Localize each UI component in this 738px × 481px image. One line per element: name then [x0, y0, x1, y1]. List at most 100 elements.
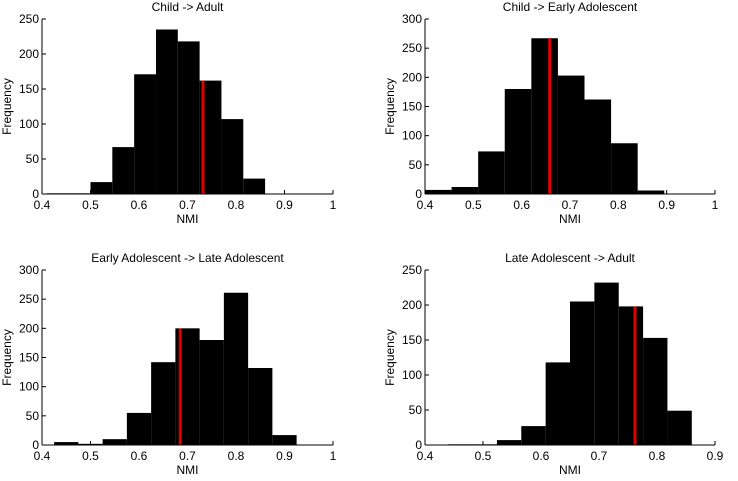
- y-tick-label: 250: [19, 12, 39, 26]
- histogram-bar: [618, 306, 644, 445]
- y-axis-label: Frequency: [0, 78, 14, 135]
- histogram-bar: [504, 89, 532, 194]
- histogram-bar: [134, 74, 156, 194]
- x-tick-label: 0.9: [707, 449, 724, 463]
- x-tick-label: 0.6: [131, 198, 148, 212]
- y-tick-label: 0: [415, 438, 422, 452]
- y-tick-label: 50: [409, 403, 423, 417]
- y-tick-label: 50: [26, 409, 40, 423]
- x-tick-label: 1: [330, 198, 337, 212]
- chart-panel-2: 0.4 0.5 0.6 0.7 0.8 0.9 1 0 50 100 150 200 250 300 Chi…: [383, 0, 719, 226]
- x-axis-label: NMI: [559, 463, 581, 477]
- y-tick-label: 100: [402, 368, 422, 382]
- y-tick-label: 0: [415, 187, 422, 201]
- y-tick-label: 150: [402, 100, 422, 114]
- y-tick-label: 250: [402, 41, 422, 55]
- x-tick-label: 0.8: [649, 449, 666, 463]
- y-tick-label: 300: [402, 12, 422, 26]
- y-axis-label: Frequency: [383, 329, 397, 386]
- histogram-bar: [557, 75, 585, 194]
- x-axis-label: NMI: [177, 463, 199, 477]
- y-tick-label: 250: [402, 263, 422, 277]
- histogram-bar: [248, 368, 273, 445]
- x-tick-label: 0.8: [610, 198, 627, 212]
- histogram-bar: [521, 426, 546, 445]
- y-tick-label: 200: [19, 47, 39, 61]
- histogram-bar: [199, 340, 224, 445]
- histogram-bar: [126, 412, 152, 445]
- histogram-bar: [112, 147, 135, 194]
- y-tick-label: 150: [19, 82, 39, 96]
- y-tick-label: 0: [32, 438, 39, 452]
- x-tick-label: 0.9: [658, 198, 675, 212]
- y-axis-label: Frequency: [0, 329, 14, 386]
- y-tick-label: 150: [19, 351, 39, 365]
- histogram-bar: [643, 337, 668, 445]
- chart-panel-1: 0.4 0.5 0.6 0.7 0.8 0.9 1 0 50 100 150 200 250 Child …: [0, 0, 337, 226]
- x-axis-label: NMI: [177, 212, 199, 226]
- histogram-bar: [584, 99, 612, 194]
- histogram-bar: [611, 143, 638, 194]
- y-axis-label: Frequency: [383, 78, 397, 135]
- histogram-bar: [223, 292, 249, 445]
- histogram-bar: [531, 38, 558, 194]
- histogram-bar: [155, 29, 178, 194]
- chart-title: Child -> Adult: [152, 0, 224, 14]
- histogram-bar: [637, 190, 665, 194]
- y-tick-label: 150: [402, 333, 422, 347]
- histogram-bar: [451, 187, 479, 194]
- histogram-bar: [594, 282, 619, 445]
- x-tick-label: 0.5: [465, 198, 482, 212]
- x-tick-label: 1: [712, 198, 719, 212]
- histogram-bar: [102, 439, 127, 445]
- histogram-bar: [90, 182, 113, 194]
- histogram-bar: [221, 119, 244, 194]
- x-tick-label: 0.5: [82, 449, 99, 463]
- x-tick-label: 0.6: [533, 449, 550, 463]
- x-tick-label: 0.8: [228, 449, 245, 463]
- y-tick-label: 300: [19, 263, 39, 277]
- y-tick-label: 200: [402, 70, 422, 84]
- chart-panel-3: 0.4 0.5 0.6 0.7 0.8 0.9 1 0 50 100 150 200 250 300 Ear…: [0, 251, 337, 477]
- x-axis-label: NMI: [559, 212, 581, 226]
- x-tick-label: 0.6: [513, 198, 530, 212]
- histogram-bar: [545, 362, 570, 445]
- y-tick-label: 200: [402, 298, 422, 312]
- histogram-bar: [496, 440, 522, 445]
- histogram-bar: [425, 189, 452, 194]
- x-tick-label: 0.5: [82, 198, 99, 212]
- chart-panel-4: 0.4 0.5 0.6 0.7 0.8 0.9 0 50 100 150 200 250 Late Ad…: [383, 251, 724, 477]
- y-tick-label: 50: [409, 158, 423, 172]
- histogram-bar: [667, 410, 692, 445]
- histogram-bar: [199, 80, 222, 194]
- y-tick-label: 0: [32, 187, 39, 201]
- y-tick-label: 100: [402, 129, 422, 143]
- x-tick-label: 0.7: [562, 198, 579, 212]
- histogram-bar: [243, 178, 266, 194]
- histogram-bar: [177, 41, 200, 195]
- y-tick-label: 100: [19, 117, 39, 131]
- x-tick-label: 1: [330, 449, 337, 463]
- y-tick-label: 100: [19, 380, 39, 394]
- x-tick-label: 0.7: [179, 449, 196, 463]
- x-tick-label: 0.8: [228, 198, 245, 212]
- chart-title: Child -> Early Adolescent: [503, 0, 638, 14]
- y-tick-label: 250: [19, 292, 39, 306]
- chart-title: Late Adolescent -> Adult: [505, 251, 635, 265]
- y-tick-label: 200: [19, 321, 39, 335]
- x-tick-label: 0.4: [34, 449, 51, 463]
- histogram-bar: [570, 301, 595, 445]
- x-tick-label: 0.5: [475, 449, 492, 463]
- x-tick-label: 0.7: [179, 198, 196, 212]
- x-tick-label: 0.4: [417, 449, 434, 463]
- x-tick-label: 0.7: [591, 449, 608, 463]
- chart-title: Early Adolescent -> Late Adolescent: [91, 251, 284, 265]
- x-tick-label: 0.6: [131, 449, 148, 463]
- x-tick-label: 0.9: [276, 449, 293, 463]
- x-tick-label: 0.9: [276, 198, 293, 212]
- y-tick-label: 50: [26, 152, 40, 166]
- x-tick-label: 0.4: [417, 198, 434, 212]
- x-tick-label: 0.4: [34, 198, 51, 212]
- histogram-bar: [272, 435, 297, 445]
